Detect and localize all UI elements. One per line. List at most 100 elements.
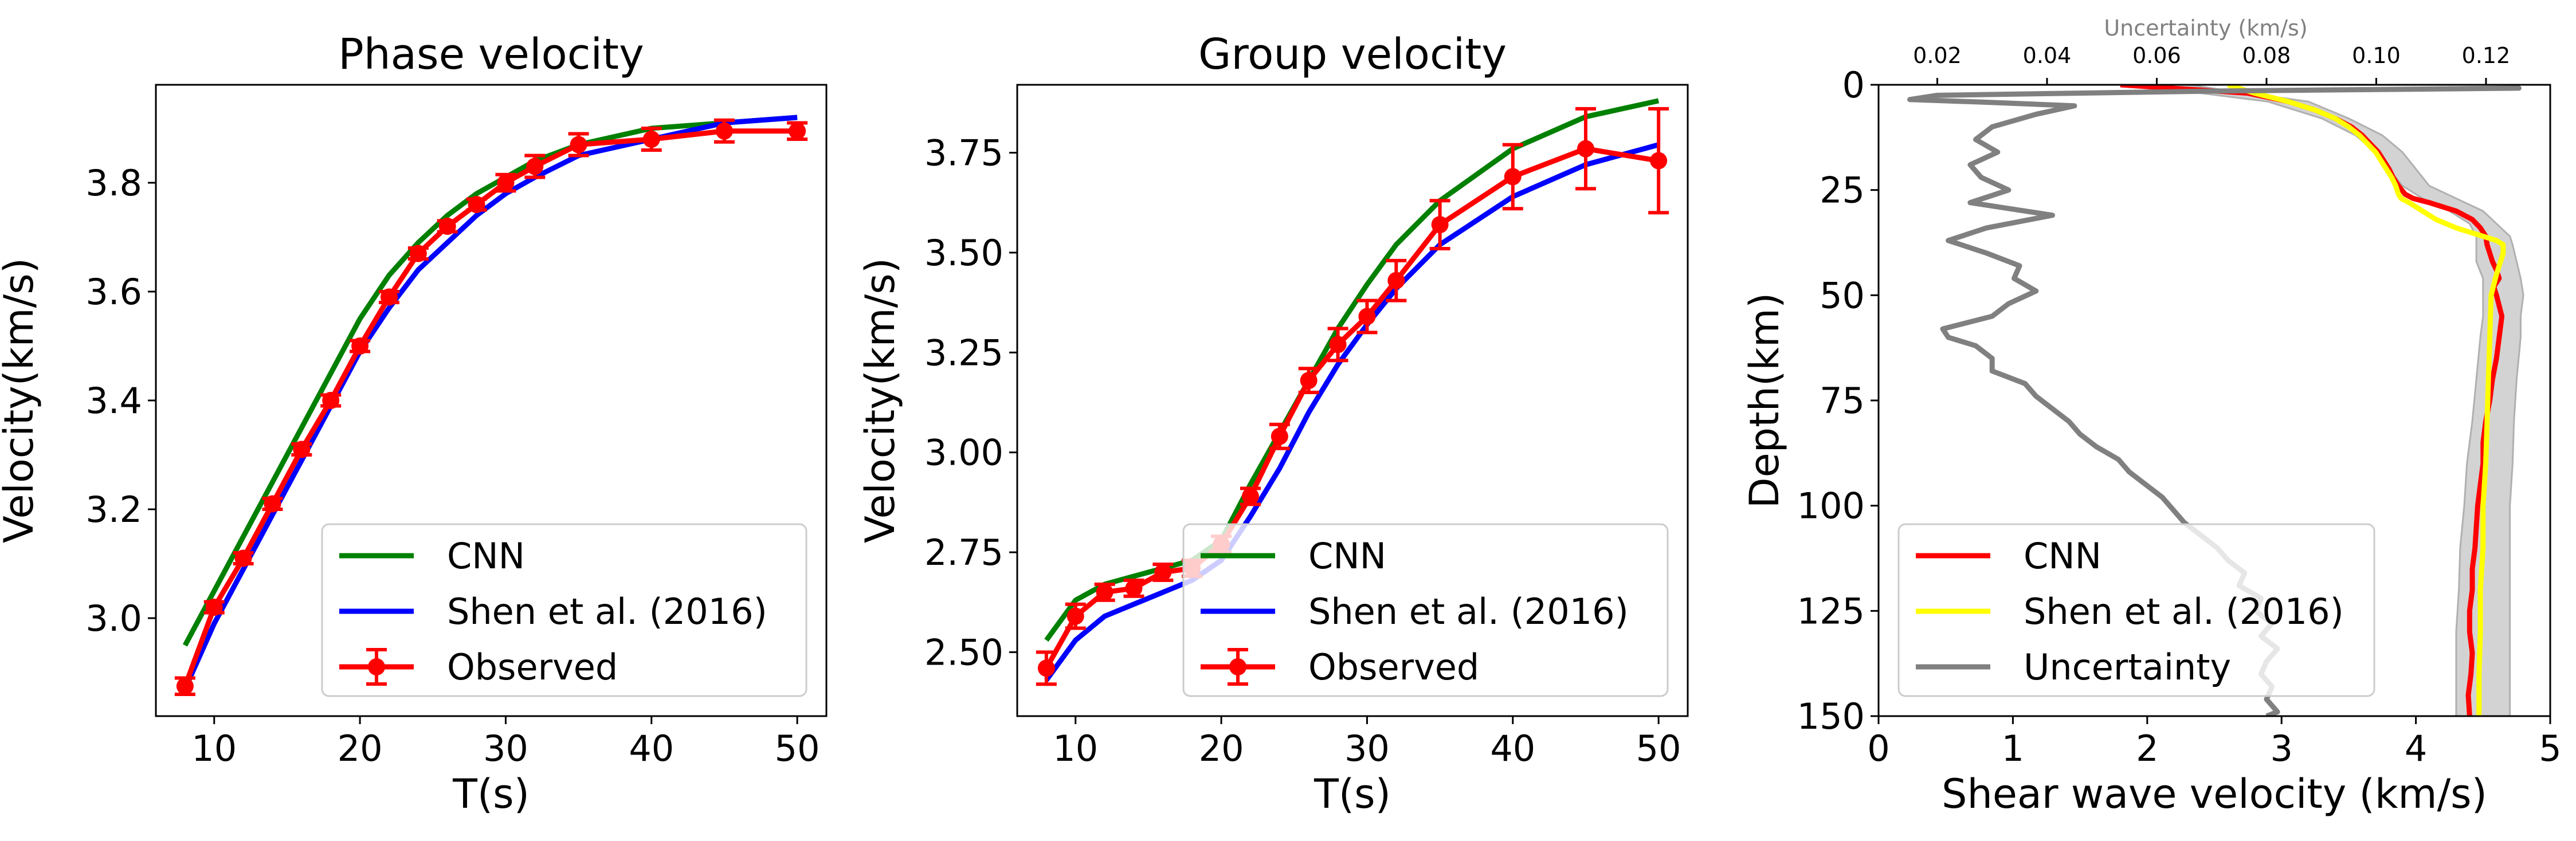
y-tick-label: 100 bbox=[1797, 485, 1865, 527]
data-point bbox=[380, 288, 398, 306]
data-point bbox=[1154, 563, 1172, 581]
chart-title: Group velocity bbox=[1198, 30, 1507, 79]
data-point bbox=[293, 441, 311, 458]
x-tick-label: 10 bbox=[191, 728, 237, 769]
legend: CNN Shen et al. (2016) Uncertainty bbox=[1897, 523, 2375, 697]
data-point bbox=[1329, 336, 1347, 353]
data-point bbox=[1358, 308, 1376, 325]
y-axis-label: Velocity(km/s) bbox=[0, 258, 42, 543]
data-point bbox=[176, 677, 194, 695]
x-tick-label: 10 bbox=[1053, 728, 1098, 769]
data-point bbox=[1504, 168, 1522, 186]
x-axis-label: Shear wave velocity (km/s) bbox=[1942, 771, 2487, 818]
data-point bbox=[526, 158, 544, 175]
data-point bbox=[1067, 607, 1084, 625]
x-tick-label: 3 bbox=[2270, 728, 2292, 769]
data-point bbox=[789, 122, 806, 140]
top-tick-label: 0.02 bbox=[1913, 43, 1962, 68]
y-tick-label: 3.4 bbox=[85, 380, 142, 422]
data-point bbox=[1650, 152, 1668, 170]
y-tick-label: 3.75 bbox=[924, 132, 1003, 174]
y-tick-label: 3.25 bbox=[924, 332, 1003, 374]
x-tick-label: 1 bbox=[2002, 728, 2024, 769]
series-line-shen-et-al-2016 bbox=[182, 115, 798, 690]
data-point bbox=[264, 495, 281, 513]
data-point bbox=[1387, 272, 1405, 289]
x-axis-label: T(s) bbox=[452, 771, 530, 818]
y-tick-label: 50 bbox=[1820, 274, 1865, 316]
data-point bbox=[234, 549, 252, 567]
y-tick-label: 3.0 bbox=[85, 598, 142, 639]
x-tick-label: 4 bbox=[2405, 728, 2427, 769]
x-tick-label: 0 bbox=[1867, 728, 1889, 769]
y-tick-label: 3.8 bbox=[85, 162, 142, 204]
y-axis-label: Velocity(km/s) bbox=[857, 258, 904, 543]
top-axis-label: Uncertainty (km/s) bbox=[2104, 15, 2307, 41]
y-tick-label: 150 bbox=[1797, 695, 1865, 737]
legend-box bbox=[321, 523, 807, 697]
x-tick-label: 30 bbox=[483, 728, 528, 769]
legend-label: CNN bbox=[447, 535, 525, 577]
x-tick-label: 20 bbox=[1199, 728, 1244, 769]
data-point bbox=[1125, 579, 1143, 597]
data-point bbox=[322, 392, 340, 409]
plot-area bbox=[174, 115, 808, 696]
legend-box bbox=[1182, 523, 1669, 697]
data-point bbox=[1577, 140, 1594, 158]
top-tick-label: 0.12 bbox=[2462, 43, 2511, 68]
y-tick-label: 0 bbox=[1842, 64, 1865, 106]
y-tick-label: 125 bbox=[1797, 590, 1865, 632]
top-tick-label: 0.10 bbox=[2352, 43, 2401, 68]
legend: CNN Shen et al. (2016) Observed bbox=[321, 523, 807, 697]
x-tick-label: 50 bbox=[1636, 728, 1681, 769]
data-point bbox=[351, 337, 369, 355]
group-velocity-panel: Group velocity 10 20 30 40 50 2.50 2.75 3.00 3.25… bbox=[857, 30, 1689, 818]
y-tick-label: 2.50 bbox=[924, 631, 1003, 673]
top-tick-label: 0.08 bbox=[2242, 43, 2291, 68]
x-tick-label: 40 bbox=[1490, 728, 1535, 769]
data-point bbox=[1241, 488, 1259, 505]
phase-velocity-panel: Phase velocity 10 20 30 40 50 3.0 3.2 3.4 3.6 3.8 T… bbox=[0, 30, 828, 818]
x-tick-label: 50 bbox=[775, 728, 820, 769]
data-point bbox=[438, 218, 456, 235]
series-line-shen-et-al-2016 bbox=[2227, 85, 2506, 716]
series-line-shen-et-al-2016 bbox=[1044, 142, 1660, 682]
x-tick-label: 5 bbox=[2539, 728, 2561, 769]
data-point bbox=[468, 196, 485, 213]
legend-box bbox=[1897, 523, 2375, 697]
chart-title: Phase velocity bbox=[338, 30, 644, 79]
y-tick-label: 2.75 bbox=[924, 532, 1003, 573]
x-tick-label: 40 bbox=[629, 728, 674, 769]
data-point bbox=[715, 122, 733, 140]
data-point bbox=[409, 245, 427, 262]
axes-frame bbox=[1016, 84, 1689, 717]
data-point bbox=[642, 131, 660, 148]
x-tick-label: 30 bbox=[1344, 728, 1390, 769]
y-tick-label: 3.00 bbox=[924, 432, 1003, 474]
top-tick-label: 0.06 bbox=[2132, 43, 2181, 68]
data-point bbox=[497, 174, 515, 191]
y-axis-label: Depth(km) bbox=[1741, 293, 1788, 509]
data-point bbox=[1300, 372, 1318, 390]
legend-label: Shen et al. (2016) bbox=[447, 591, 767, 632]
legend-label: Uncertainty bbox=[2024, 646, 2231, 688]
legend: CNN Shen et al. (2016) Observed bbox=[1182, 523, 1669, 697]
legend-label: CNN bbox=[2024, 535, 2101, 577]
top-tick-label: 0.04 bbox=[2023, 43, 2072, 68]
y-tick-label: 3.50 bbox=[924, 232, 1003, 274]
data-point bbox=[1037, 659, 1055, 677]
x-tick-label: 20 bbox=[338, 728, 383, 769]
data-point bbox=[1431, 216, 1449, 234]
data-point bbox=[1096, 583, 1113, 601]
legend-label: Observed bbox=[1308, 646, 1479, 688]
x-tick-label: 2 bbox=[2136, 728, 2158, 769]
uncertainty-band bbox=[2134, 85, 2524, 716]
y-tick-label: 25 bbox=[1820, 170, 1865, 211]
y-tick-label: 75 bbox=[1820, 380, 1865, 422]
legend-label: Observed bbox=[447, 646, 618, 688]
data-point bbox=[1271, 427, 1288, 445]
legend-label: CNN bbox=[1308, 535, 1386, 577]
data-point bbox=[205, 599, 223, 616]
